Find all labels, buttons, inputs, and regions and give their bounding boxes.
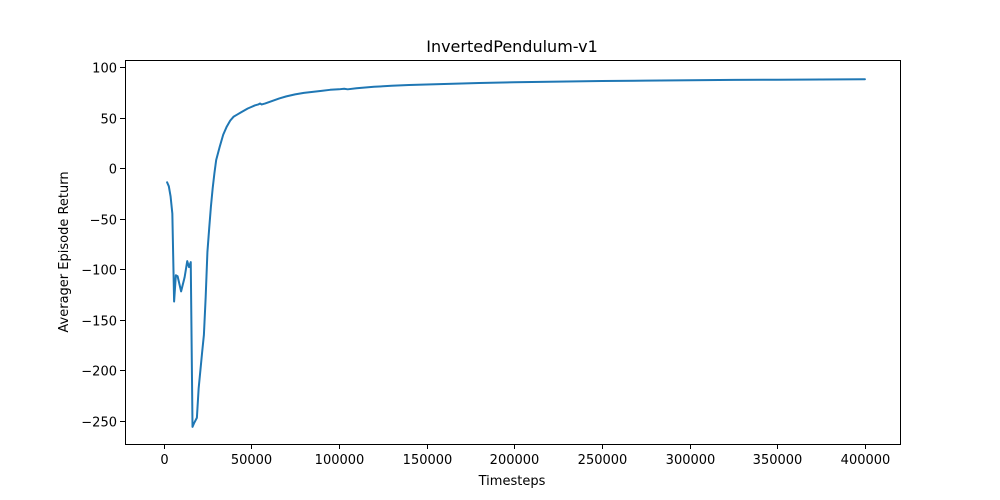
y-tick-label: −250 bbox=[81, 416, 117, 431]
y-tick-label: −200 bbox=[81, 365, 117, 380]
x-tick-label: 200000 bbox=[490, 453, 540, 468]
plot-area bbox=[125, 60, 901, 445]
x-tick-label: 50000 bbox=[231, 453, 272, 468]
y-axis: −250 −200 −150 −100 −50 0 50 100 bbox=[81, 62, 125, 431]
y-tick-label: −50 bbox=[90, 214, 117, 229]
x-axis: 0 50000 100000 150000 200000 250000 300000 3500… bbox=[160, 444, 890, 468]
y-tick-label: −100 bbox=[81, 264, 117, 279]
y-tick-label: 100 bbox=[92, 62, 117, 77]
y-tick-label: −150 bbox=[81, 315, 117, 330]
y-tick-label: 0 bbox=[109, 163, 117, 178]
x-tick-label: 100000 bbox=[315, 453, 365, 468]
axes-frame bbox=[125, 60, 901, 445]
y-tick-label: 50 bbox=[100, 113, 117, 128]
chart-title: InvertedPendulum-v1 bbox=[426, 37, 598, 56]
x-tick-label: 250000 bbox=[578, 453, 628, 468]
x-axis-label: Timesteps bbox=[478, 474, 546, 489]
x-tick-label: 300000 bbox=[666, 453, 716, 468]
x-tick-label: 0 bbox=[160, 453, 168, 468]
x-tick-label: 400000 bbox=[841, 453, 891, 468]
y-axis-label: Averager Episode Return bbox=[57, 171, 72, 332]
x-tick-label: 150000 bbox=[403, 453, 453, 468]
series-line bbox=[166, 78, 866, 428]
x-tick-label: 350000 bbox=[753, 453, 803, 468]
